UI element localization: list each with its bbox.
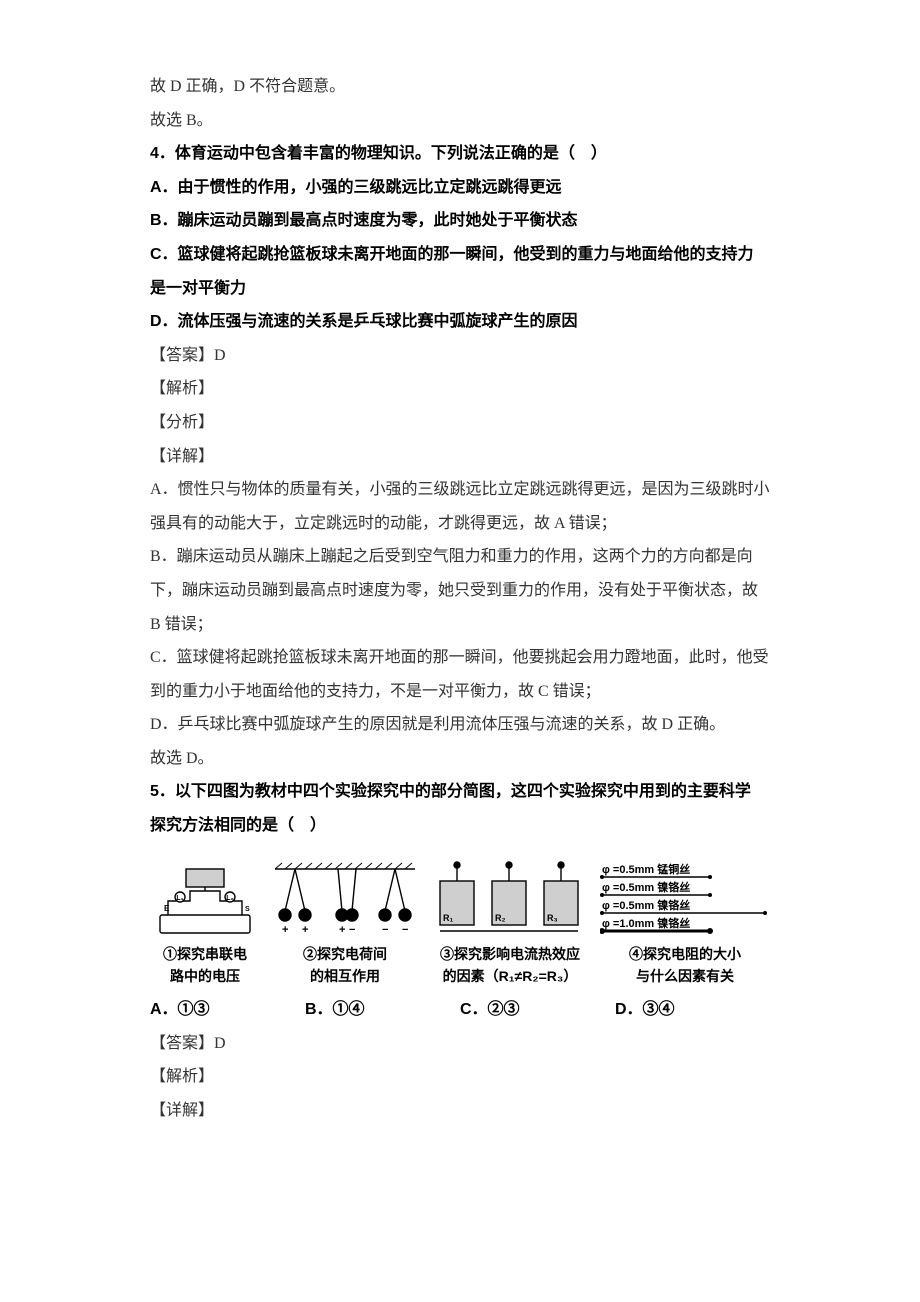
fig1: E L₁ L₂ S ①探究串联电 路中的电压 <box>150 861 260 985</box>
fig1-caption-l1: ①探究串联电 <box>163 945 247 963</box>
q4-optB: B．蹦床运动员蹦到最高点时速度为零，此时她处于平衡状态 <box>150 204 770 238</box>
q4-fenxi: 【分析】 <box>150 406 770 440</box>
wire-c: φ =0.5mm 镍铬丝 <box>602 898 690 912</box>
q5-answer: 【答案】D <box>150 1027 770 1061</box>
wire-b: φ =0.5mm 镍铬丝 <box>602 880 690 894</box>
q3-final: 故选 B。 <box>150 104 770 138</box>
heating-icon: R₁ R₂ R₃ <box>430 861 590 941</box>
q3-explain-d: 故 D 正确，D 不符合题意。 <box>150 70 770 104</box>
wires-icon: φ =0.5mm 锰铜丝 φ =0.5mm 镍铬丝 φ =0.5mm 镍铬丝 φ… <box>600 861 770 941</box>
page: 故 D 正确，D 不符合题意。 故选 B。 4．体育运动中包含着丰富的物理知识。… <box>0 0 920 1187</box>
q5-optD: D．③④ <box>615 993 770 1027</box>
q5-optA: A．①③ <box>150 993 305 1027</box>
svg-text:−: − <box>402 924 408 936</box>
q5-optC: C．②③ <box>460 993 615 1027</box>
fig2-caption-l2: 的相互作用 <box>310 967 380 985</box>
q5-stem-line1: 5．以下四图为教材中四个实验探究中的部分简图，这四个实验探究中用到的主要科学 <box>150 775 770 809</box>
svg-text:E: E <box>164 904 170 913</box>
fig3-caption-l2: 的因素（R₁≠R₂=R₃） <box>443 967 578 985</box>
svg-text:L₁: L₁ <box>176 895 183 902</box>
q4-exp-a: A．惯性只与物体的质量有关，小强的三级跳远比立定跳远跳得更远，是因为三级跳时小强… <box>150 473 770 540</box>
q4-optD: D．流体压强与流速的关系是乒乓球比赛中弧旋球产生的原因 <box>150 305 770 339</box>
q4-optA: A．由于惯性的作用，小强的三级跳远比立定跳远跳得更远 <box>150 171 770 205</box>
q5-choices: A．①③ B．①④ C．②③ D．③④ <box>150 993 770 1027</box>
q5-optB: B．①④ <box>305 993 460 1027</box>
q4-jiexi: 【解析】 <box>150 372 770 406</box>
q5-figures: E L₁ L₂ S ①探究串联电 路中的电压 <box>150 861 770 985</box>
fig1-caption-l2: 路中的电压 <box>170 967 240 985</box>
charges-icon: ++ +− −− <box>270 861 420 941</box>
q4-final: 故选 D。 <box>150 742 770 776</box>
q4-optC-line1: C．篮球健将起跳抢篮板球未离开地面的那一瞬间，他受到的重力与地面给他的支持力 <box>150 238 770 272</box>
q4-answer-label: 【答案】 <box>150 347 214 364</box>
svg-text:−: − <box>349 924 355 936</box>
svg-text:−: − <box>382 924 388 936</box>
fig3-caption-l1: ③探究影响电流热效应 <box>440 945 580 963</box>
wire-a: φ =0.5mm 锰铜丝 <box>602 862 690 876</box>
q5-answer-label: 【答案】 <box>150 1035 214 1052</box>
svg-text:+: + <box>282 924 288 936</box>
fig3: R₁ R₂ R₃ ③探究影响电流热效应 的因素（R₁≠R₂= <box>430 861 590 985</box>
q4-stem: 4．体育运动中包含着丰富的物理知识。下列说法正确的是（ ） <box>150 137 770 171</box>
wire-d: φ =1.0mm 镍铬丝 <box>602 916 690 930</box>
q4-exp-c: C．篮球健将起跳抢篮板球未离开地面的那一瞬间，他要挑起会用力蹬地面，此时，他受到… <box>150 641 770 708</box>
q4-xiangjie: 【详解】 <box>150 440 770 474</box>
q4-answer: 【答案】D <box>150 339 770 373</box>
svg-text:R₂: R₂ <box>495 913 506 923</box>
fig2: ++ +− −− ②探究电荷间 的相互作用 <box>270 861 420 985</box>
q4-answer-value: D <box>214 347 226 364</box>
q4-exp-d: D．乒乓球比赛中弧旋球产生的原因就是利用流体压强与流速的关系，故 D 正确。 <box>150 708 770 742</box>
svg-text:+: + <box>302 924 308 936</box>
circuit-icon: E L₁ L₂ S <box>150 861 260 941</box>
q4-optC-line2: 是一对平衡力 <box>150 272 770 306</box>
fig4-caption-l1: ④探究电阻的大小 <box>629 945 741 963</box>
fig4-caption-l2: 与什么因素有关 <box>636 967 734 985</box>
svg-text:R₁: R₁ <box>443 913 453 923</box>
svg-text:L₂: L₂ <box>226 895 233 902</box>
q5-xiangjie: 【详解】 <box>150 1094 770 1128</box>
fig4: φ =0.5mm 锰铜丝 φ =0.5mm 镍铬丝 φ =0.5mm 镍铬丝 φ… <box>600 861 770 985</box>
svg-text:R₃: R₃ <box>547 913 558 923</box>
svg-text:+: + <box>339 924 345 936</box>
q5-jiexi: 【解析】 <box>150 1060 770 1094</box>
fig2-caption-l1: ②探究电荷间 <box>303 945 387 963</box>
q5-stem-line2: 探究方法相同的是（ ） <box>150 809 770 843</box>
svg-text:S: S <box>245 906 250 913</box>
q4-exp-b: B．蹦床运动员从蹦床上蹦起之后受到空气阻力和重力的作用，这两个力的方向都是向下，… <box>150 540 770 641</box>
q5-answer-value: D <box>214 1035 226 1052</box>
